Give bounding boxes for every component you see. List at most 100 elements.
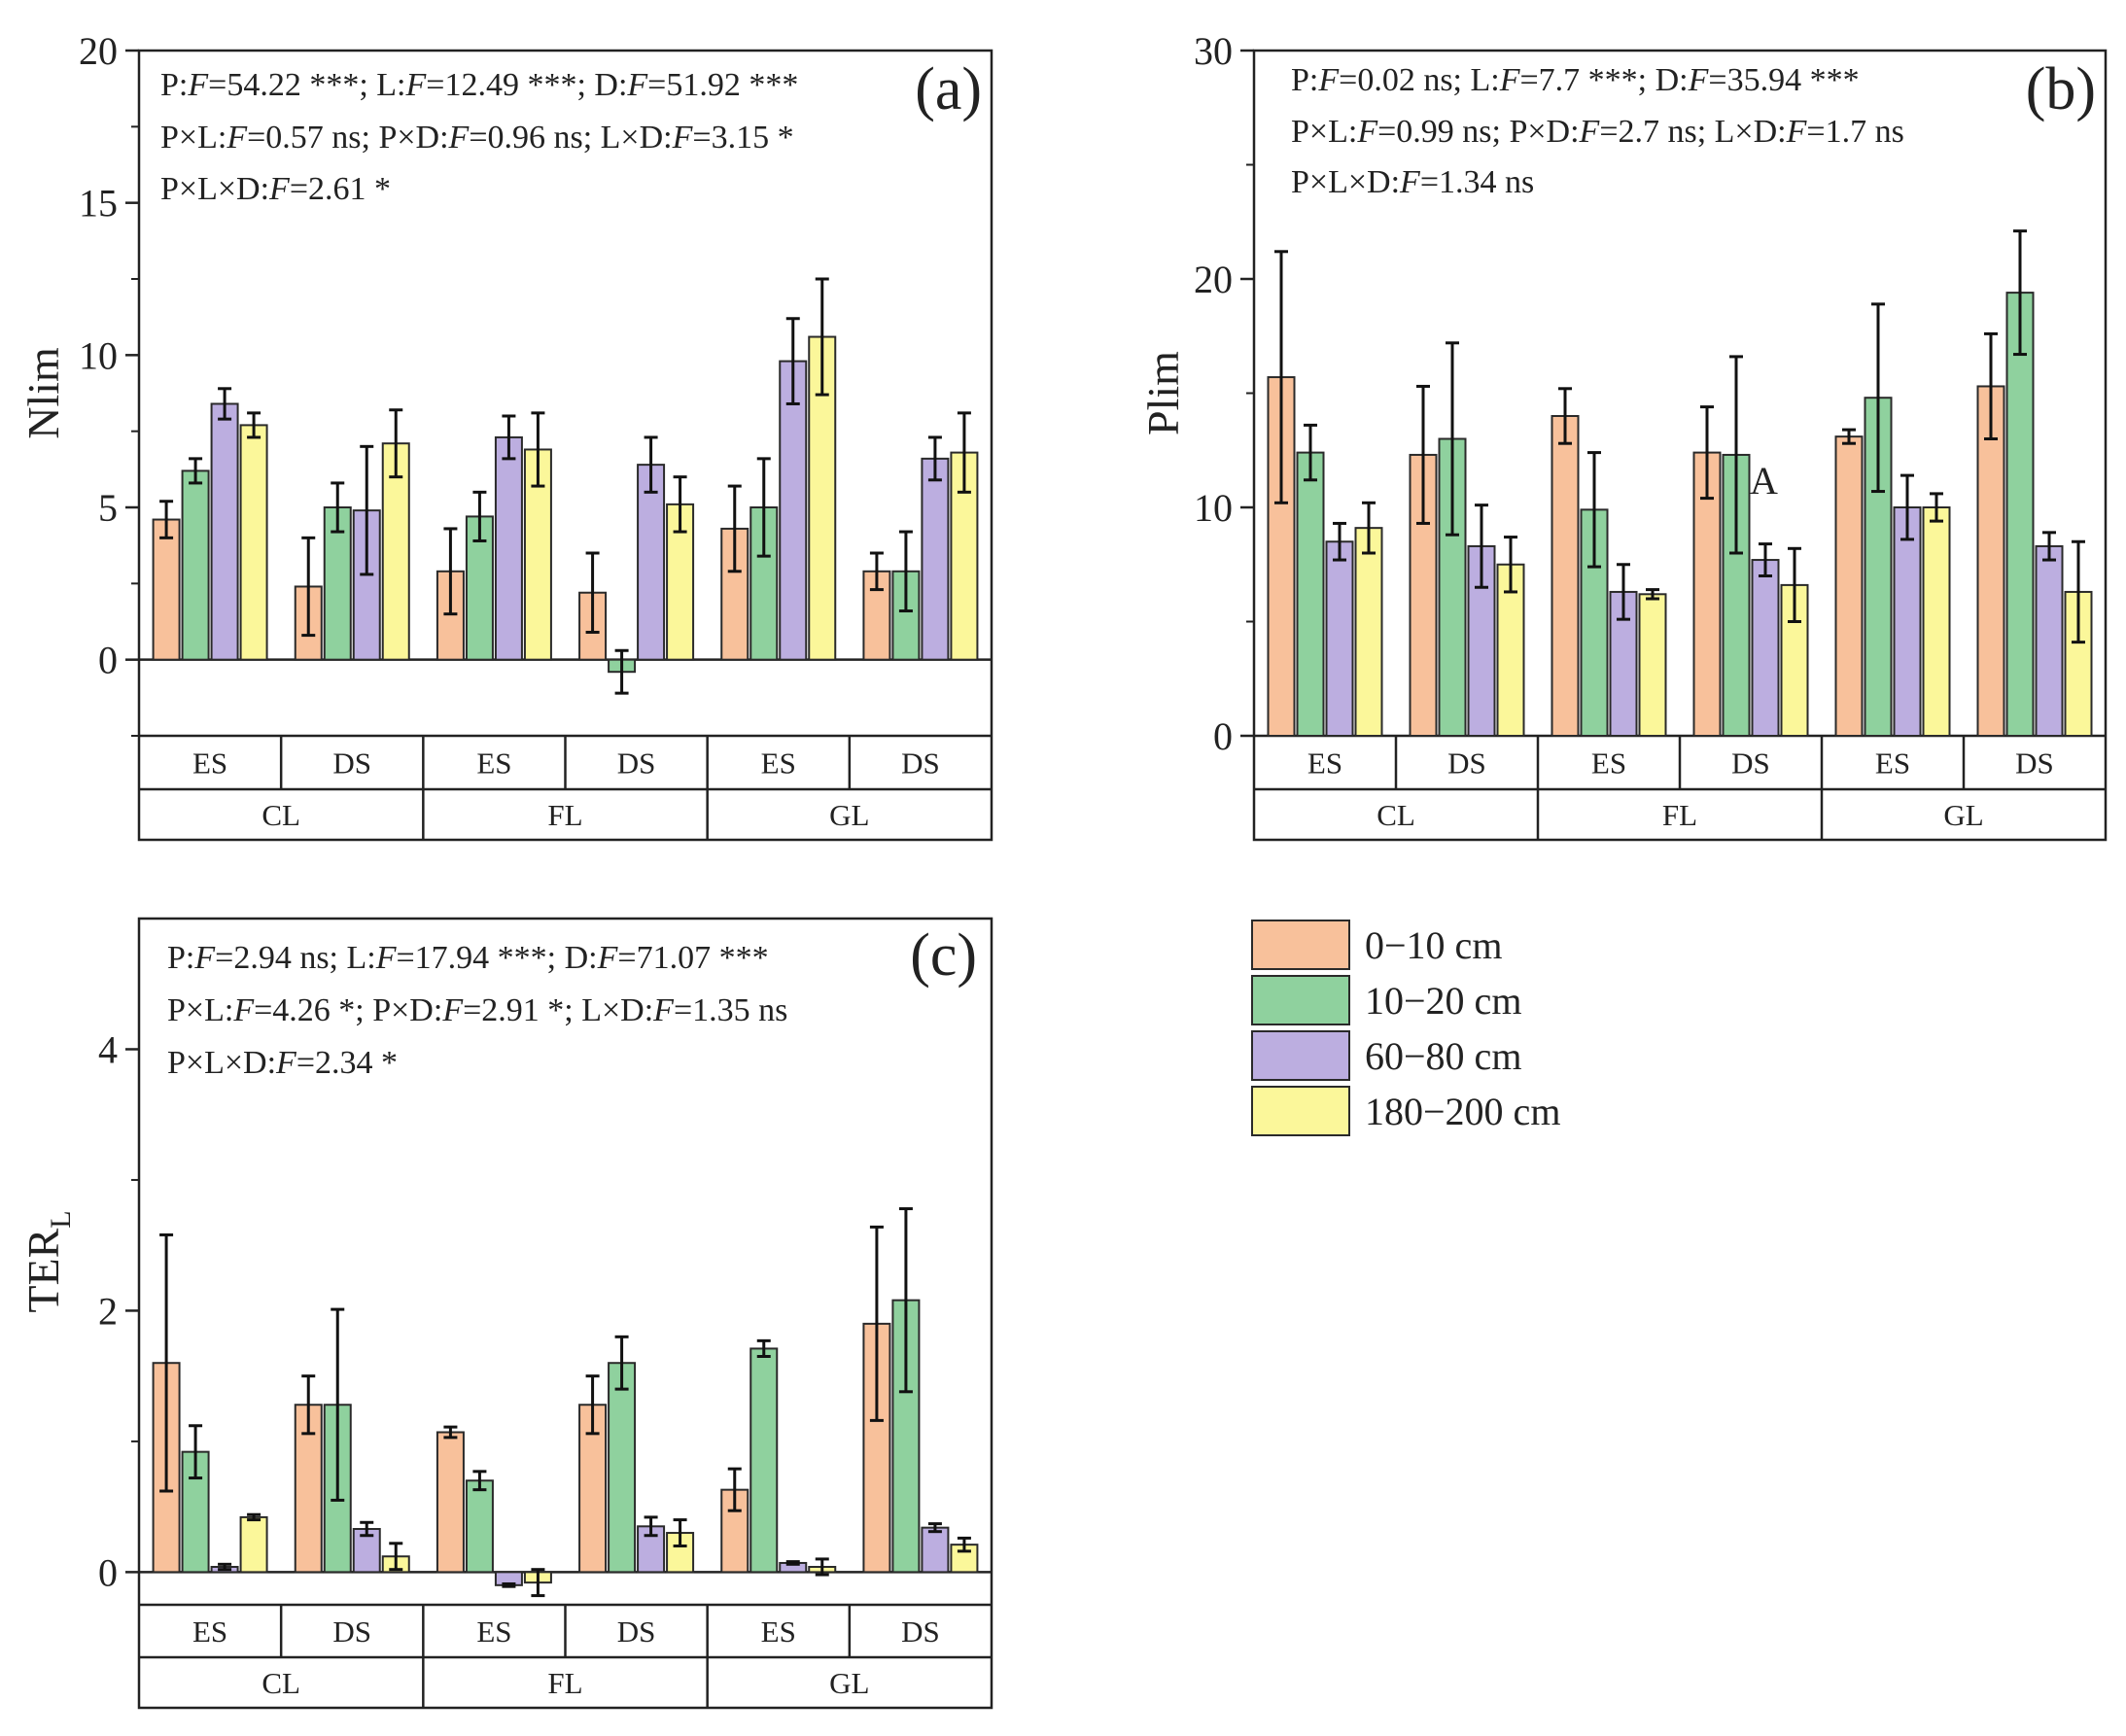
stat-text: =1.35 ns	[674, 992, 787, 1028]
stat-text: P:	[167, 940, 194, 976]
anova-stats-line: P:F=0.02 ns; L:F=7.7 ***; D:F=35.94 ***	[1291, 62, 1860, 98]
bar-60-80	[779, 360, 808, 661]
stat-f-symbol: F	[1688, 62, 1710, 98]
legend-label: 0−10 cm	[1365, 923, 1502, 967]
stat-f-symbol: F	[1786, 114, 1808, 150]
anova-stats-line: P:F=54.22 ***; L:F=12.49 ***; D:F=51.92 …	[160, 67, 798, 103]
land-use-label: FL	[547, 798, 582, 832]
panel-label: (b)	[2026, 56, 2096, 122]
stat-text: =35.94 ***	[1708, 62, 1859, 98]
season-label: DS	[617, 1614, 656, 1649]
bar-60-80	[2035, 544, 2064, 738]
stat-text: =2.34 *	[296, 1045, 398, 1081]
bar-60-80	[921, 457, 950, 661]
y-tick-label: 2	[98, 1289, 118, 1333]
season-label: DS	[2015, 746, 2054, 781]
plot-frame	[137, 917, 993, 1710]
stat-text: =4.26 *; P×D:	[254, 992, 442, 1028]
legend-swatch-60-80	[1251, 1030, 1350, 1081]
stat-f-symbol: F	[1579, 114, 1601, 150]
bar-0-10	[1834, 435, 1864, 737]
stat-f-symbol: F	[375, 940, 398, 976]
bar-0-10	[152, 518, 181, 661]
y-tick-label: 5	[98, 486, 118, 530]
panel-label: (a)	[915, 56, 982, 122]
stat-text: =0.02 ns; L:	[1339, 62, 1500, 98]
y-tick-label: 15	[79, 182, 118, 226]
y-axis-label-text: Nlim	[18, 347, 68, 439]
y-axis-label: TERL	[18, 1210, 77, 1312]
bar-10-20	[1296, 451, 1325, 737]
stat-f-symbol: F	[597, 940, 619, 976]
land-use-label: GL	[829, 1666, 869, 1700]
legend-label: 60−80 cm	[1365, 1034, 1521, 1078]
bar-60-80	[210, 402, 239, 661]
bar-annotation: A	[1750, 459, 1778, 503]
stat-text: P×L×D:	[1291, 164, 1400, 200]
season-label: DS	[617, 746, 656, 781]
land-use-label: CL	[1377, 798, 1415, 832]
stat-text: =71.07 ***	[617, 940, 768, 976]
legend-swatch-180-200	[1251, 1086, 1350, 1136]
season-label: DS	[332, 1614, 371, 1649]
legend-swatch-10-20	[1251, 975, 1350, 1025]
y-tick-label: 0	[1213, 714, 1233, 758]
stat-f-symbol: F	[652, 992, 675, 1028]
season-label: ES	[1591, 746, 1626, 781]
stat-f-symbol: F	[232, 992, 255, 1028]
y-axis-label-text: Plim	[1138, 351, 1188, 435]
stat-f-symbol: F	[187, 67, 209, 103]
stat-text: =54.22 ***; L:	[208, 67, 405, 103]
bar-0-10	[1692, 451, 1722, 737]
stat-text: P×L:	[167, 992, 233, 1028]
stat-text: =51.92 ***	[647, 67, 798, 103]
anova-stats-line: P×L:F=0.99 ns; P×D:F=2.7 ns; L×D:F=1.7 n…	[1291, 114, 1904, 150]
stat-text: =0.57 ns; P×D:	[247, 120, 448, 156]
y-axis-label: Plim	[1138, 351, 1188, 435]
season-label: DS	[332, 746, 371, 781]
stat-text: =17.94 ***; D:	[397, 940, 598, 976]
bar-10-20	[608, 1362, 637, 1574]
land-use-label: FL	[547, 1666, 582, 1700]
season-label: DS	[1447, 746, 1486, 781]
anova-stats-line: P×L×D:F=1.34 ns	[1291, 164, 1534, 200]
bar-10-20	[465, 1479, 494, 1574]
stat-text: P:	[1291, 62, 1318, 98]
panel-label: (c)	[910, 922, 977, 989]
bar-60-80	[1325, 540, 1354, 737]
land-use-label: FL	[1662, 798, 1697, 832]
y-tick-label: 10	[1194, 486, 1233, 530]
stat-text: P:	[160, 67, 188, 103]
season-label: ES	[192, 1614, 227, 1649]
anova-stats-line: P×L×D:F=2.34 *	[167, 1045, 398, 1081]
y-tick-label: 20	[79, 29, 118, 73]
bar-10-20	[2005, 292, 2035, 737]
season-label: DS	[901, 746, 940, 781]
bar-180-200	[1638, 593, 1667, 737]
season-label: ES	[476, 1614, 511, 1649]
land-use-label: CL	[261, 1666, 300, 1700]
y-tick-label: 30	[1194, 29, 1233, 73]
anova-stats-line: P:F=2.94 ns; L:F=17.94 ***; D:F=71.07 **…	[167, 940, 769, 976]
bar-60-80	[921, 1526, 950, 1574]
stat-f-symbol: F	[1317, 62, 1340, 98]
bar-180-200	[1354, 527, 1383, 738]
stat-text: =7.7 ***; D:	[1520, 62, 1689, 98]
y-tick-label: 20	[1194, 258, 1233, 301]
bar-60-80	[1893, 506, 1922, 737]
plot-frame	[137, 49, 993, 842]
bar-10-20	[181, 469, 210, 661]
season-label: ES	[761, 1614, 796, 1649]
stat-text: =12.49 ***; D:	[426, 67, 627, 103]
stat-text: =1.34 ns	[1420, 164, 1534, 200]
anova-stats-line: P×L×D:F=2.61 *	[160, 171, 391, 207]
y-axis-label-subscript: L	[45, 1210, 77, 1228]
legend-label: 10−20 cm	[1365, 979, 1521, 1023]
depth-legend: 0−10 cm 10−20 cm 60−80 cm 180−200 cm	[1251, 920, 1560, 1136]
stat-text: =2.61 *	[290, 171, 391, 207]
stat-text: P×L×D:	[160, 171, 269, 207]
stat-f-symbol: F	[1356, 114, 1378, 150]
